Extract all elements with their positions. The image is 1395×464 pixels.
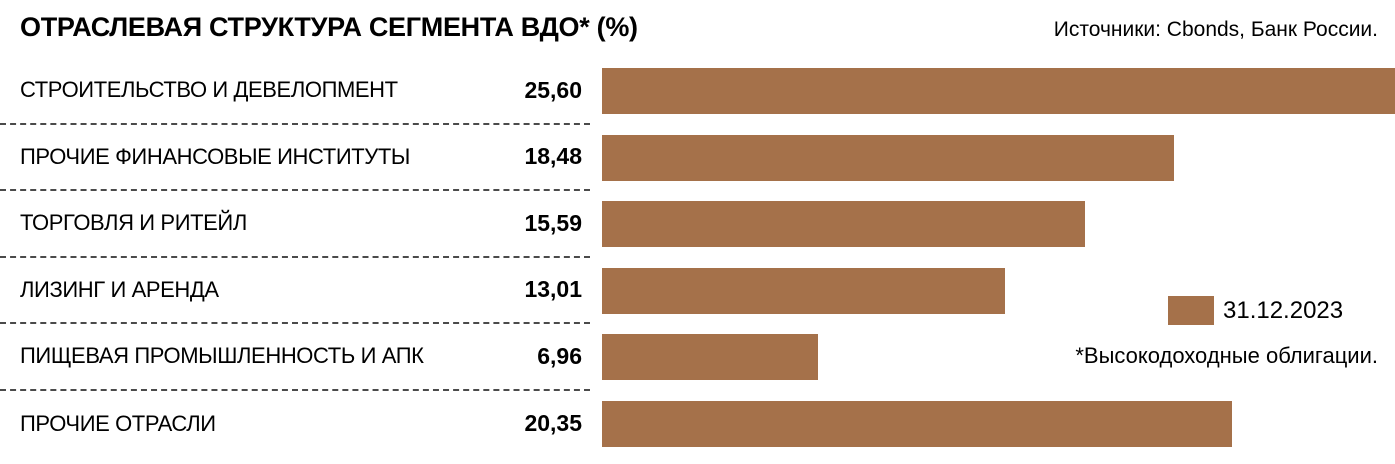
bar-label: СТРОИТЕЛЬСТВО И ДЕВЕЛОПМЕНТ xyxy=(20,77,398,103)
bar-label: ПИЩЕВАЯ ПРОМЫШЛЕННОСТЬ И АПК xyxy=(20,343,424,369)
bar-label: ПРОЧИЕ ФИНАНСОВЫЕ ИНСТИТУТЫ xyxy=(20,143,410,169)
bar-track xyxy=(602,134,1395,181)
legend-swatch xyxy=(1168,296,1214,325)
chart-header: ОТРАСЛЕВАЯ СТРУКТУРА СЕГМЕНТА ВДО* (%) И… xyxy=(0,0,1395,54)
bar-value: 20,35 xyxy=(524,410,582,437)
bar-row-left: СТРОИТЕЛЬСТВО И ДЕВЕЛОПМЕНТ 25,60 xyxy=(0,58,590,125)
bar xyxy=(602,134,1175,181)
bar-track xyxy=(602,267,1395,314)
bar-track xyxy=(602,334,1395,381)
bar xyxy=(602,400,1233,447)
legend-label: 31.12.2023 xyxy=(1223,296,1344,324)
bar-row-left: ЛИЗИНГ И АРЕНДА 13,01 xyxy=(0,258,590,324)
bar xyxy=(602,68,1395,115)
bar xyxy=(602,267,1005,314)
bar xyxy=(602,201,1085,248)
source-text: Источники: Cbonds, Банк России. xyxy=(1053,18,1378,41)
bar-label: ПРОЧИЕ ОТРАСЛИ xyxy=(20,410,216,436)
bar-value: 25,60 xyxy=(524,76,582,103)
bar-row: ПИЩЕВАЯ ПРОМЫШЛЕННОСТЬ И АПК 6,96 xyxy=(0,324,1395,391)
chart-title: ОТРАСЛЕВАЯ СТРУКТУРА СЕГМЕНТА ВДО* (%) xyxy=(20,12,638,42)
footnote: *Высокодоходные облигации. xyxy=(1075,343,1378,368)
bar-value: 15,59 xyxy=(524,209,582,236)
bar-label: ЛИЗИНГ И АРЕНДА xyxy=(20,276,219,302)
bar-label: ТОРГОВЛЯ И РИТЕЙЛ xyxy=(20,210,247,236)
chart-rows: СТРОИТЕЛЬСТВО И ДЕВЕЛОПМЕНТ 25,60 ПРОЧИЕ… xyxy=(0,58,1395,457)
bar-row: СТРОИТЕЛЬСТВО И ДЕВЕЛОПМЕНТ 25,60 xyxy=(0,58,1395,125)
bar-track xyxy=(602,201,1395,248)
bar xyxy=(602,334,818,381)
bar-row: ПРОЧИЕ ФИНАНСОВЫЕ ИНСТИТУТЫ 18,48 xyxy=(0,125,1395,191)
bar-row-left: ПИЩЕВАЯ ПРОМЫШЛЕННОСТЬ И АПК 6,96 xyxy=(0,324,590,391)
bar-value: 18,48 xyxy=(524,143,582,170)
bar-row-left: ПРОЧИЕ ОТРАСЛИ 20,35 xyxy=(0,391,590,458)
bar-value: 6,96 xyxy=(537,342,582,369)
bar-row-left: ТОРГОВЛЯ И РИТЕЙЛ 15,59 xyxy=(0,191,590,258)
bar-value: 13,01 xyxy=(524,276,582,303)
bar-row: ТОРГОВЛЯ И РИТЕЙЛ 15,59 xyxy=(0,191,1395,258)
bar-track xyxy=(602,400,1395,447)
bar-row: ПРОЧИЕ ОТРАСЛИ 20,35 xyxy=(0,391,1395,458)
bar-row: ЛИЗИНГ И АРЕНДА 13,01 xyxy=(0,258,1395,324)
bar-track xyxy=(602,68,1395,115)
legend: 31.12.2023 xyxy=(1168,296,1343,325)
bar-row-left: ПРОЧИЕ ФИНАНСОВЫЕ ИНСТИТУТЫ 18,48 xyxy=(0,125,590,191)
